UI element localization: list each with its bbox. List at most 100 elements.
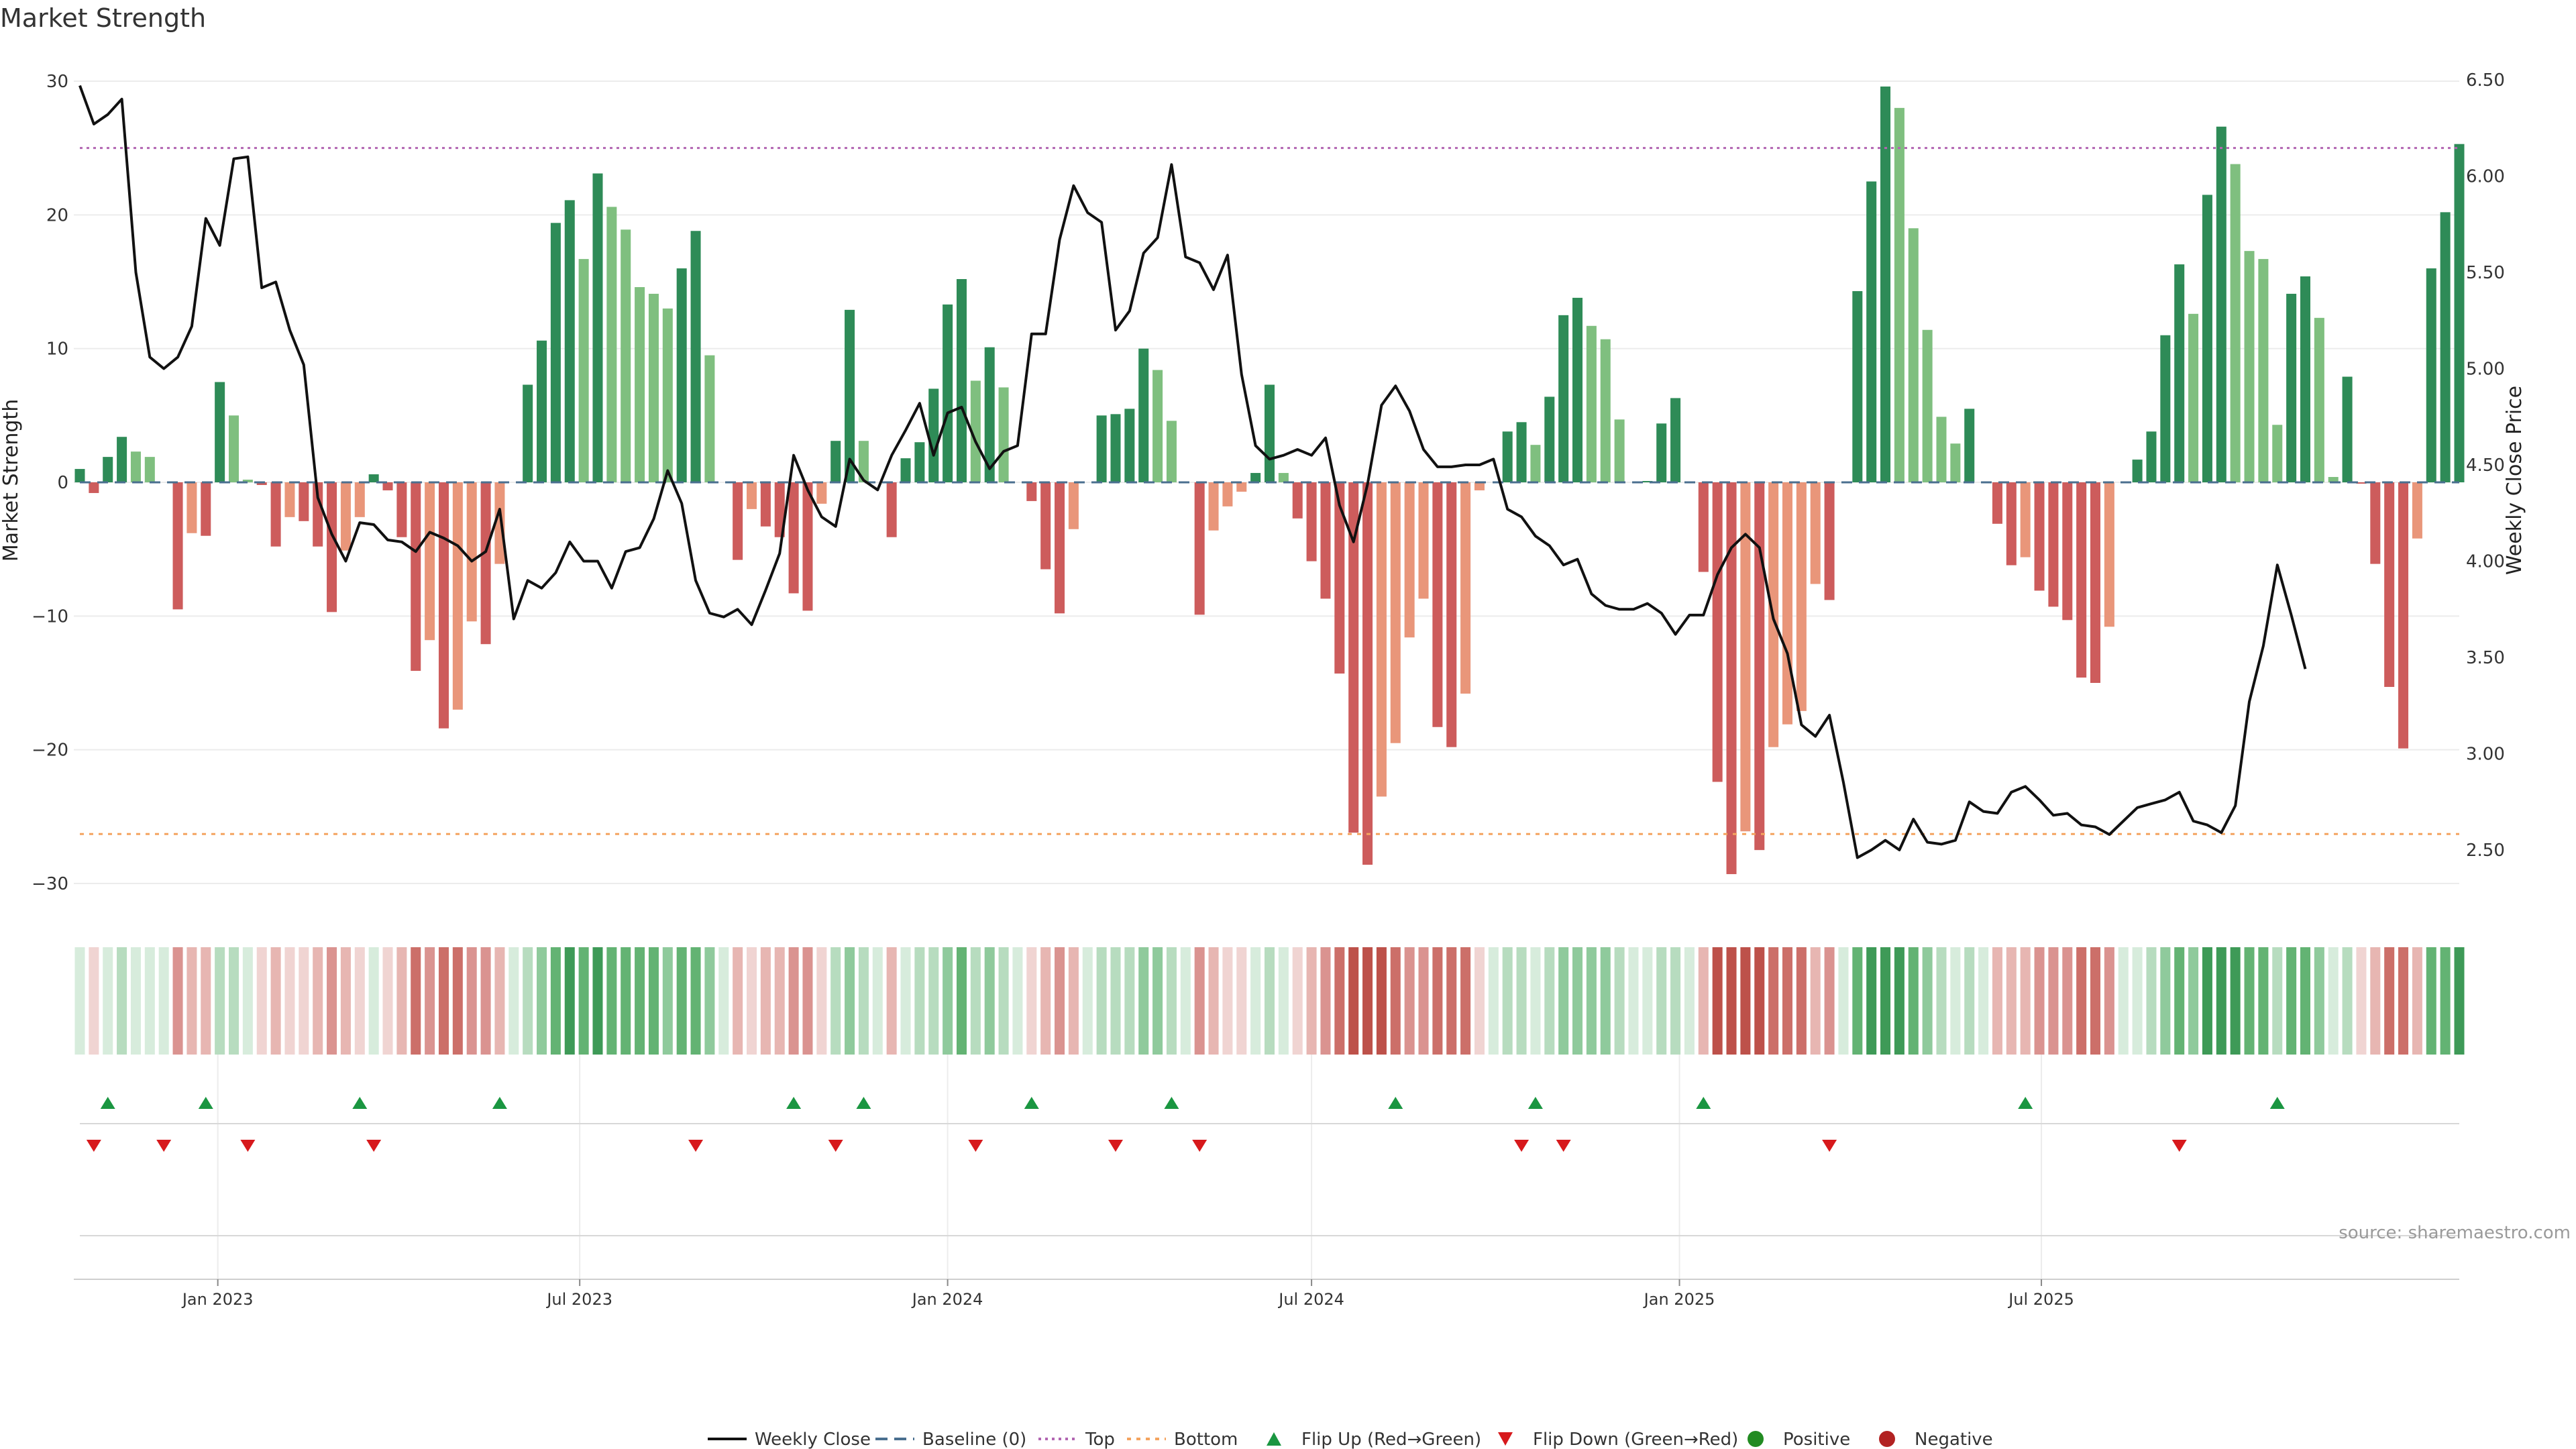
- heat-cell: [928, 947, 939, 1055]
- strength-bar: [396, 482, 407, 537]
- strength-bar: [2286, 293, 2297, 482]
- strength-bar: [1110, 414, 1121, 482]
- strength-bar: [1992, 482, 2002, 524]
- flip-down-marker: [240, 1140, 256, 1152]
- heat-cell: [1446, 947, 1457, 1055]
- x-tick-label: Jul 2023: [545, 1290, 612, 1309]
- strength-bar: [1530, 445, 1541, 482]
- heat-cell: [1754, 947, 1765, 1055]
- heat-cell: [900, 947, 911, 1055]
- heat-cell: [2160, 947, 2171, 1055]
- y-tick-label-right: 6.00: [2466, 167, 2505, 187]
- flip-down-marker: [1192, 1140, 1208, 1152]
- legend-swatch: [1267, 1432, 1281, 1446]
- chart-title: Market Strength: [0, 3, 206, 33]
- heat-cell: [802, 947, 813, 1055]
- strength-bar: [1040, 482, 1051, 570]
- reference-lines: [80, 147, 2459, 835]
- flip-up-marker: [1164, 1097, 1179, 1109]
- strength-bar: [1152, 370, 1163, 482]
- strength-bar: [928, 388, 939, 482]
- heat-cell: [2384, 947, 2395, 1055]
- heat-cell: [2216, 947, 2226, 1055]
- heat-cell: [117, 947, 127, 1055]
- heat-cell: [550, 947, 561, 1055]
- heat-cell: [704, 947, 715, 1055]
- heat-cell: [1964, 947, 1975, 1055]
- heat-cell: [2244, 947, 2255, 1055]
- heat-cell: [886, 947, 897, 1055]
- strength-bar: [550, 223, 561, 482]
- heat-cell: [746, 947, 757, 1055]
- strength-bar: [2216, 126, 2226, 483]
- strength-bar: [2440, 212, 2451, 482]
- legend: Weekly Close Baseline (0) Top Bottom Flip Up…: [708, 1430, 1993, 1449]
- legend-label: Bottom: [1174, 1430, 1238, 1449]
- strength-bar: [774, 482, 785, 537]
- strength-bar: [1810, 482, 1821, 584]
- strength-bar: [256, 482, 267, 485]
- strength-bar: [1250, 473, 1261, 482]
- strength-bar: [1544, 396, 1555, 482]
- strength-bar: [2314, 317, 2324, 482]
- heat-cell: [1586, 947, 1597, 1055]
- legend-label: Positive: [1783, 1430, 1850, 1449]
- heat-cell: [1544, 947, 1555, 1055]
- heat-cell: [788, 947, 799, 1055]
- x-tick-label: Jan 2024: [911, 1290, 983, 1309]
- flip-up-marker: [100, 1097, 115, 1109]
- strength-bar: [1474, 482, 1485, 490]
- heat-cell: [2412, 947, 2422, 1055]
- heat-cell: [1558, 947, 1569, 1055]
- heat-cell: [1264, 947, 1275, 1055]
- strength-bar: [635, 286, 645, 482]
- strength-bar: [130, 451, 141, 482]
- strength-bar: [284, 482, 295, 517]
- flip-markers: [80, 1097, 2459, 1236]
- strength-bar: [1894, 107, 1904, 482]
- heat-cell: [2272, 947, 2283, 1055]
- legend-label: Flip Down (Green→Red): [1533, 1430, 1738, 1449]
- legend-item: Weekly Close: [708, 1430, 871, 1449]
- strength-bar: [1138, 348, 1149, 482]
- heat-cell: [299, 947, 309, 1055]
- strength-bar: [103, 457, 113, 482]
- strength-bar: [1376, 482, 1387, 797]
- strength-bar: [662, 308, 673, 482]
- strength-bar: [1236, 482, 1247, 492]
- heat-cell: [1138, 947, 1149, 1055]
- strength-bar: [2048, 482, 2059, 607]
- strength-bar: [1936, 417, 1947, 482]
- heat-cell: [1152, 947, 1163, 1055]
- heat-cell: [1278, 947, 1289, 1055]
- axis-ticks: 30 20 10 0 −10 −20 −30 6.50 6.00 5.50 5.00 4.50 4.00…: [32, 70, 2505, 894]
- heat-cell: [130, 947, 141, 1055]
- strength-bar: [606, 207, 617, 482]
- heat-cell: [411, 947, 421, 1055]
- heat-cell: [733, 947, 743, 1055]
- strength-bar: [648, 293, 659, 482]
- strength-bar: [382, 482, 393, 490]
- heat-cell: [2034, 947, 2045, 1055]
- heat-cell: [1768, 947, 1779, 1055]
- strength-bar: [1964, 409, 1975, 482]
- strength-heat-strip: [74, 947, 2465, 1055]
- heat-cell: [480, 947, 491, 1055]
- heat-cell: [396, 947, 407, 1055]
- heat-cell: [2090, 947, 2101, 1055]
- y-axis-left-title: Market Strength: [0, 399, 23, 561]
- strength-bar: [74, 469, 85, 482]
- strength-bar: [299, 482, 309, 521]
- heat-cell: [354, 947, 365, 1055]
- heat-cell: [2076, 947, 2087, 1055]
- strength-bar: [2188, 313, 2199, 482]
- heat-cell: [1670, 947, 1681, 1055]
- heat-cell: [270, 947, 281, 1055]
- legend-swatch: [1748, 1431, 1764, 1447]
- strength-bar: [1404, 482, 1415, 638]
- heat-cell: [229, 947, 239, 1055]
- flip-up-marker: [198, 1097, 213, 1109]
- heat-cell: [144, 947, 155, 1055]
- strength-bar: [1698, 482, 1709, 572]
